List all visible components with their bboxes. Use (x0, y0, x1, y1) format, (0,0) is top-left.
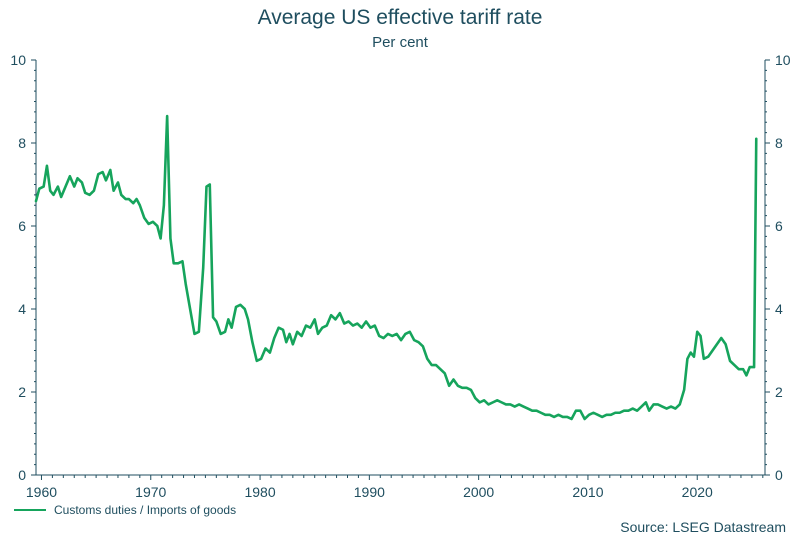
legend: Customs duties / Imports of goods (14, 503, 236, 517)
x-tick-label: 1960 (26, 484, 57, 500)
x-tick-label: 1970 (135, 484, 166, 500)
y-tick-label-left: 10 (10, 52, 26, 68)
series-line-1 (34, 114, 758, 421)
chart-title: Average US effective tariff rate (257, 6, 543, 29)
y-tick-label-right: 8 (775, 135, 783, 151)
y-tick-label-right: 6 (775, 218, 783, 234)
y-tick-label-left: 8 (18, 135, 26, 151)
source-note: Source: LSEG Datastream (620, 519, 786, 535)
x-tick-label: 1990 (354, 484, 385, 500)
y-tick-label-left: 4 (18, 301, 26, 317)
legend-label: Customs duties / Imports of goods (54, 503, 237, 517)
y-tick-label-left: 0 (18, 467, 26, 483)
y-tick-label-right: 4 (775, 301, 783, 317)
axes-layer: 0 0 2 2 4 4 6 6 8 8 10 10 1960 1970 1980 1990 2000 2010 20… (10, 52, 790, 500)
x-tick-label: 2010 (572, 484, 603, 500)
chart-subtitle: Per cent (372, 34, 428, 51)
series-layer (34, 114, 758, 421)
y-tick-label-left: 2 (18, 384, 26, 400)
y-tick-label-right: 10 (775, 52, 791, 68)
x-tick-label: 1980 (244, 484, 275, 500)
x-tick-label: 2000 (463, 484, 494, 500)
y-tick-label-left: 6 (18, 218, 26, 234)
x-tick-label: 2020 (682, 484, 713, 500)
y-tick-label-right: 2 (775, 384, 783, 400)
y-tick-label-right: 0 (775, 467, 783, 483)
legend-swatch (14, 509, 46, 511)
